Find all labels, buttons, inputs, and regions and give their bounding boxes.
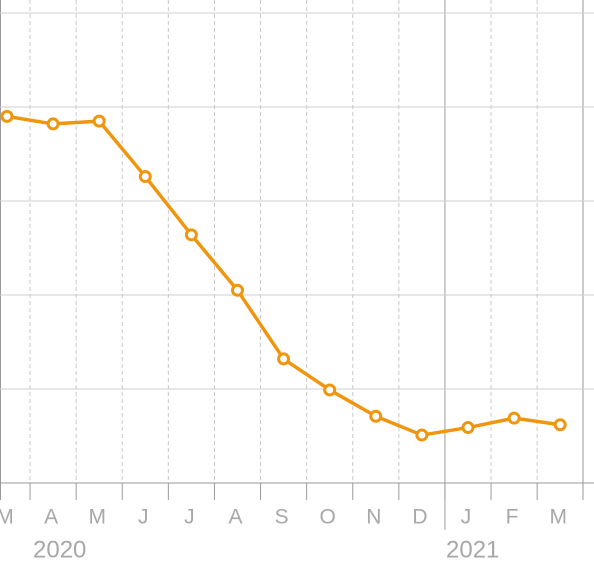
data-point <box>461 421 475 435</box>
x-tick-label: D <box>412 506 427 529</box>
data-point <box>138 170 152 184</box>
data-point <box>277 352 291 366</box>
data-point <box>231 283 244 297</box>
data-point <box>553 418 567 432</box>
data-point <box>184 228 198 242</box>
x-tick-label: J <box>138 506 149 529</box>
x-tick-label: A <box>228 506 242 529</box>
x-tick-label: O <box>320 506 336 529</box>
x-tick-label: S <box>275 506 289 529</box>
x-tick-label: N <box>366 506 381 529</box>
x-tick-label: J <box>461 506 472 529</box>
x-tick-label: M <box>88 506 106 529</box>
year-label: 2020 <box>33 536 86 563</box>
x-tick-label: A <box>44 506 58 529</box>
x-tick-label: F <box>506 506 519 529</box>
series-line <box>6 114 561 437</box>
data-point <box>323 383 337 397</box>
data-point <box>415 428 429 442</box>
data-point <box>507 411 521 425</box>
data-point <box>92 114 106 128</box>
data-point <box>0 109 14 123</box>
data-point <box>46 117 60 131</box>
plot <box>0 109 567 442</box>
x-tick-label: J <box>184 506 195 529</box>
x-tick-label: M <box>0 506 14 529</box>
year-label: 2021 <box>446 536 499 563</box>
data-point <box>369 409 383 423</box>
x-tick-label: M <box>549 506 567 529</box>
